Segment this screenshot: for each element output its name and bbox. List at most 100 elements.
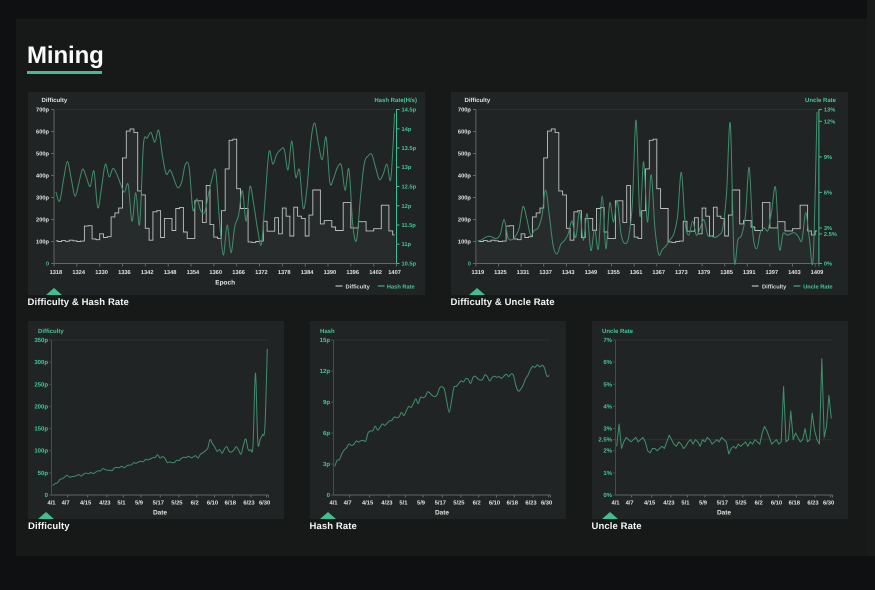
svg-text:6/2: 6/2 bbox=[754, 499, 762, 506]
svg-text:200p: 200p bbox=[34, 403, 48, 410]
svg-text:1337: 1337 bbox=[539, 270, 552, 276]
svg-text:1318: 1318 bbox=[49, 270, 62, 276]
svg-text:4/15: 4/15 bbox=[79, 499, 91, 506]
svg-text:6/23: 6/23 bbox=[525, 499, 537, 506]
svg-text:9%: 9% bbox=[823, 155, 831, 161]
svg-text:1324: 1324 bbox=[72, 270, 85, 276]
svg-text:6/10: 6/10 bbox=[770, 499, 781, 506]
svg-text:4/7: 4/7 bbox=[343, 499, 351, 506]
svg-text:6/30: 6/30 bbox=[258, 499, 269, 506]
svg-text:500p: 500p bbox=[36, 152, 49, 158]
svg-text:6/30: 6/30 bbox=[822, 499, 833, 506]
svg-text:2.5%: 2.5% bbox=[598, 436, 612, 443]
svg-text:100p: 100p bbox=[34, 447, 48, 454]
svg-text:5/1: 5/1 bbox=[681, 499, 690, 506]
svg-text:Date: Date bbox=[152, 509, 166, 516]
svg-text:6/23: 6/23 bbox=[807, 499, 819, 506]
svg-text:1361: 1361 bbox=[629, 270, 642, 276]
svg-text:0: 0 bbox=[44, 492, 48, 499]
svg-text:1366: 1366 bbox=[232, 270, 245, 276]
svg-text:Hash: Hash bbox=[320, 328, 335, 335]
svg-text:6/18: 6/18 bbox=[788, 499, 800, 506]
svg-text:14p: 14p bbox=[401, 127, 411, 133]
svg-text:3%: 3% bbox=[603, 425, 612, 432]
svg-text:0: 0 bbox=[45, 262, 48, 268]
svg-text:200p: 200p bbox=[457, 218, 470, 224]
svg-text:1342: 1342 bbox=[140, 270, 153, 276]
svg-text:6/18: 6/18 bbox=[506, 499, 518, 506]
svg-text:6/2: 6/2 bbox=[472, 499, 480, 506]
svg-text:0%: 0% bbox=[823, 262, 831, 268]
svg-text:1367: 1367 bbox=[652, 270, 665, 276]
svg-text:Date: Date bbox=[434, 509, 448, 516]
svg-text:14.5p: 14.5p bbox=[401, 108, 416, 114]
svg-text:3%: 3% bbox=[823, 226, 831, 232]
svg-text:1407: 1407 bbox=[388, 270, 401, 276]
svg-text:4/7: 4/7 bbox=[61, 499, 69, 506]
svg-text:12p: 12p bbox=[319, 368, 330, 375]
svg-text:5/25: 5/25 bbox=[735, 499, 747, 506]
svg-text:5/9: 5/9 bbox=[698, 499, 707, 506]
svg-text:500p: 500p bbox=[457, 152, 470, 158]
svg-text:50p: 50p bbox=[37, 469, 48, 476]
svg-text:Difficulty: Difficulty bbox=[345, 284, 370, 291]
svg-text:9p: 9p bbox=[322, 399, 329, 406]
svg-text:Uncle Rate: Uncle Rate bbox=[602, 328, 634, 335]
svg-text:1373: 1373 bbox=[674, 270, 687, 276]
svg-text:4/7: 4/7 bbox=[625, 499, 633, 506]
svg-text:4/23: 4/23 bbox=[663, 499, 675, 506]
svg-text:12p: 12p bbox=[401, 204, 411, 210]
svg-text:1379: 1379 bbox=[697, 270, 710, 276]
svg-text:13p: 13p bbox=[401, 165, 411, 171]
svg-text:1384: 1384 bbox=[300, 270, 313, 276]
svg-text:1372: 1372 bbox=[255, 270, 268, 276]
svg-text:6/23: 6/23 bbox=[243, 499, 255, 506]
svg-text:Difficulty: Difficulty bbox=[464, 97, 490, 104]
svg-text:400p: 400p bbox=[36, 174, 49, 180]
svg-text:1331: 1331 bbox=[516, 270, 529, 276]
svg-text:1348: 1348 bbox=[163, 270, 176, 276]
svg-text:700p: 700p bbox=[457, 108, 470, 114]
svg-text:1409: 1409 bbox=[810, 270, 823, 276]
svg-text:4/1: 4/1 bbox=[611, 499, 620, 506]
svg-text:1354: 1354 bbox=[186, 270, 199, 276]
svg-text:4/15: 4/15 bbox=[643, 499, 655, 506]
svg-text:4/15: 4/15 bbox=[361, 499, 373, 506]
svg-text:5/1: 5/1 bbox=[399, 499, 408, 506]
svg-text:1330: 1330 bbox=[95, 270, 108, 276]
svg-text:1355: 1355 bbox=[607, 270, 620, 276]
svg-text:0%: 0% bbox=[603, 492, 612, 499]
svg-text:15p: 15p bbox=[319, 337, 330, 344]
svg-text:0: 0 bbox=[467, 262, 470, 268]
svg-text:2%: 2% bbox=[603, 447, 612, 454]
svg-text:300p: 300p bbox=[457, 196, 470, 202]
svg-text:150p: 150p bbox=[34, 425, 48, 432]
svg-text:400p: 400p bbox=[457, 174, 470, 180]
svg-text:13.5p: 13.5p bbox=[401, 146, 416, 152]
svg-text:1325: 1325 bbox=[494, 270, 507, 276]
svg-text:5/25: 5/25 bbox=[171, 499, 183, 506]
svg-text:1391: 1391 bbox=[742, 270, 755, 276]
svg-text:Date: Date bbox=[716, 509, 730, 516]
svg-text:12%: 12% bbox=[823, 119, 834, 125]
svg-text:300p: 300p bbox=[34, 359, 48, 366]
svg-text:1385: 1385 bbox=[720, 270, 733, 276]
svg-text:5%: 5% bbox=[603, 381, 612, 388]
svg-text:0: 0 bbox=[326, 492, 330, 499]
svg-text:5/1: 5/1 bbox=[117, 499, 126, 506]
svg-text:1343: 1343 bbox=[561, 270, 574, 276]
svg-text:1396: 1396 bbox=[346, 270, 359, 276]
svg-text:5/17: 5/17 bbox=[434, 499, 445, 506]
svg-text:600p: 600p bbox=[457, 130, 470, 136]
svg-text:5/17: 5/17 bbox=[152, 499, 163, 506]
svg-text:4%: 4% bbox=[603, 403, 612, 410]
svg-text:7%: 7% bbox=[603, 337, 612, 344]
svg-text:1378: 1378 bbox=[277, 270, 290, 276]
svg-text:5/9: 5/9 bbox=[416, 499, 425, 506]
svg-text:250p: 250p bbox=[34, 381, 48, 388]
svg-text:4/1: 4/1 bbox=[47, 499, 56, 506]
svg-text:1336: 1336 bbox=[118, 270, 131, 276]
svg-text:13%: 13% bbox=[823, 108, 834, 114]
svg-text:4/23: 4/23 bbox=[381, 499, 393, 506]
svg-text:200p: 200p bbox=[36, 218, 49, 224]
